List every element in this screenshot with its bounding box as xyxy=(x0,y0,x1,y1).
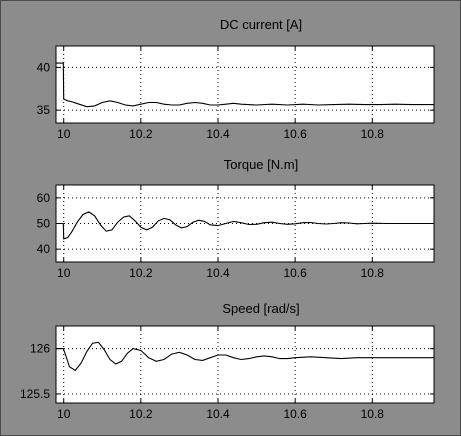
dc-current-xtick-label: 10.6 xyxy=(283,127,307,141)
speed-xtick-label: 10.6 xyxy=(283,407,307,421)
speed-title: Speed [rad/s] xyxy=(222,301,299,316)
dc-current-ytick-label: 35 xyxy=(37,103,51,117)
torque-xtick-label: 10.4 xyxy=(206,266,230,280)
dc-current-title: DC current [A] xyxy=(220,17,302,32)
dc-current-xtick-label: 10.4 xyxy=(206,127,230,141)
torque-trace-line xyxy=(56,211,434,240)
speed-ytick-label: 125.5 xyxy=(20,387,50,401)
dc-current-trace-line xyxy=(56,62,434,108)
speed-axes xyxy=(55,325,435,404)
torque-ytick-label: 60 xyxy=(37,191,51,205)
speed-xtick-label: 10 xyxy=(57,407,71,421)
speed-ytick-label: 126 xyxy=(30,342,50,356)
torque-title: Torque [N.m] xyxy=(224,157,298,172)
dc-current-xtick-label: 10.2 xyxy=(129,127,153,141)
torque-xtick-label: 10.6 xyxy=(283,266,307,280)
torque-ytick-label: 50 xyxy=(37,217,51,231)
speed-xtick-label: 10.2 xyxy=(129,407,153,421)
speed-trace-line xyxy=(56,341,434,372)
torque-xtick-label: 10 xyxy=(57,266,71,280)
speed-panel: Speed [rad/s] 10 10.2 10.4 10.6 10.8 125.5 126 xyxy=(20,301,435,421)
dc-current-axes xyxy=(55,45,435,124)
torque-ytick-label: 40 xyxy=(37,242,51,256)
dc-current-panel: DC current [A] 10 10.2 10.4 10.6 10.8 35 40 xyxy=(37,17,435,141)
dc-current-xtick-label: 10 xyxy=(57,127,71,141)
speed-xtick-label: 10.4 xyxy=(206,407,230,421)
torque-xtick-label: 10.2 xyxy=(129,266,153,280)
torque-panel: Torque [N.m] 10 10.2 10.4 10.6 10.8 40 50 60 xyxy=(37,157,435,280)
torque-xtick-label: 10.8 xyxy=(361,266,385,280)
speed-xtick-label: 10.8 xyxy=(361,407,385,421)
dc-current-ytick-label: 40 xyxy=(37,60,51,74)
dc-current-xtick-label: 10.8 xyxy=(361,127,385,141)
